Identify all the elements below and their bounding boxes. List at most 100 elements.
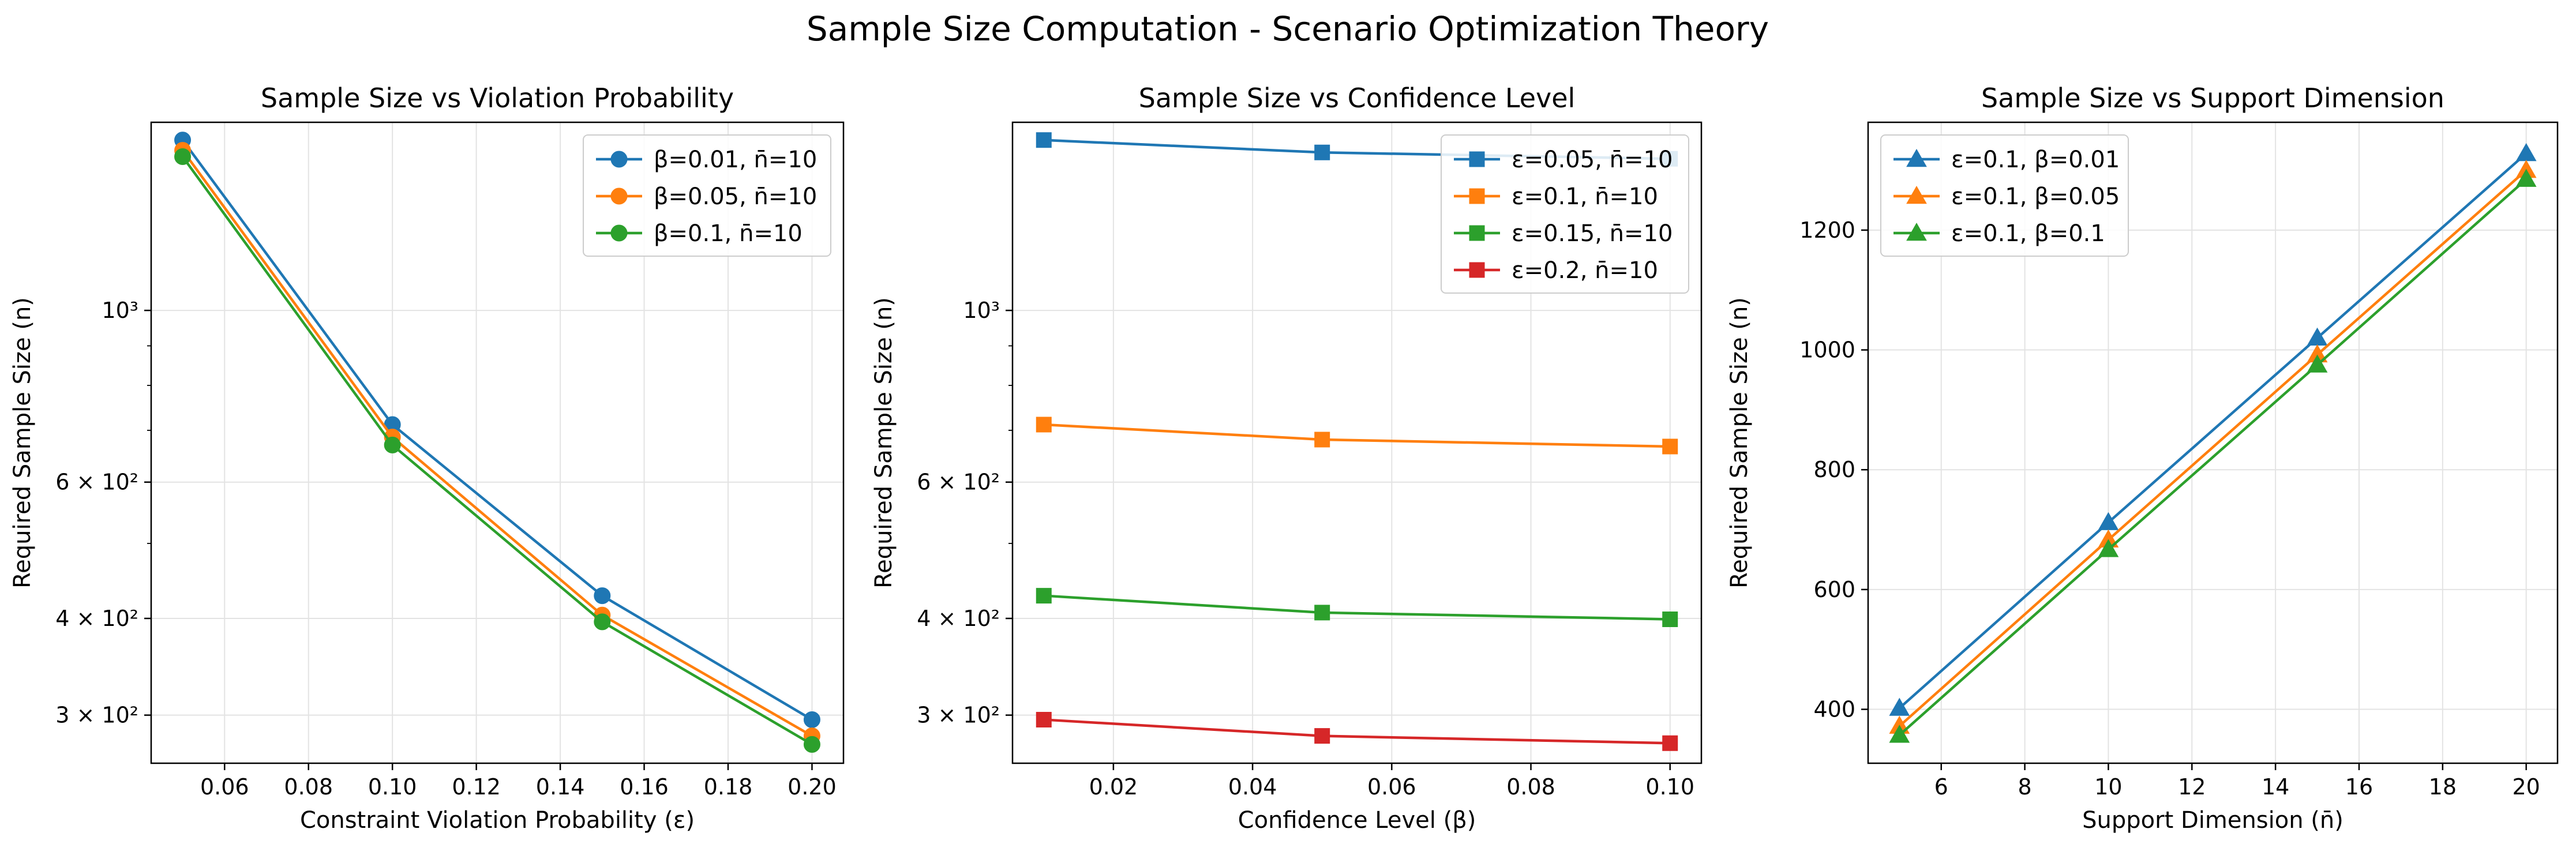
- y-axis-label: Required Sample Size (n): [871, 297, 897, 588]
- legend-swatch-marker: [1906, 148, 1927, 167]
- y-tick-label: 600: [1813, 577, 1855, 602]
- chart-title: Sample Size vs Confidence Level: [1139, 82, 1576, 114]
- data-point: [1314, 728, 1330, 744]
- legend-label: ε=0.15, n̄=10: [1512, 220, 1673, 247]
- series-line: [1044, 718, 1670, 745]
- x-tick-label: 18: [2429, 774, 2457, 800]
- series-line: [181, 156, 813, 746]
- y-tick-label: 6 × 10²: [55, 470, 138, 495]
- x-axis-label: Support Dimension (n̄): [2082, 807, 2343, 834]
- x-tick-label: 0.06: [1367, 774, 1416, 800]
- plot-frame: [1011, 121, 1703, 764]
- y-tick-label: 10³: [102, 298, 138, 323]
- y-tick-label: 400: [1813, 697, 1855, 722]
- legend-swatch-marker: [610, 224, 628, 242]
- data-point: [1889, 697, 1910, 716]
- y-axis-label: Required Sample Size (n): [9, 297, 36, 588]
- data-point: [1036, 588, 1052, 604]
- legend-label: ε=0.2, n̄=10: [1512, 257, 1658, 284]
- legend-box: [583, 134, 831, 257]
- data-point: [1036, 711, 1052, 727]
- y-tick-label: 1000: [1799, 337, 1855, 363]
- legend: ε=0.1, β=0.01 ε=0.1, β=0.05 ε=0.1, β=0.1: [1880, 134, 2129, 257]
- data-point: [2098, 539, 2119, 557]
- chart-panel-confidence-level: Sample Size vs Confidence Level 0.02 0.04 0…: [871, 82, 1703, 834]
- chart-panel-support-dimension: Sample Size vs Support Dimension 6 8 10 12 14…: [1726, 82, 2559, 834]
- x-tick-label: 0.16: [620, 774, 669, 800]
- x-tick-label: 0.14: [536, 774, 585, 800]
- y-tick-label: 1200: [1799, 217, 1855, 243]
- y-tick-label: 4 × 10²: [55, 606, 138, 631]
- legend-swatch-marker: [1469, 188, 1485, 204]
- x-tick-label: 0.10: [368, 774, 417, 800]
- plot-frame: [1867, 121, 2559, 764]
- x-tick-label: 0.10: [1645, 774, 1694, 800]
- data-point: [1889, 725, 1910, 743]
- x-tick-label: 10: [2094, 774, 2122, 800]
- y-tick-label: 6 × 10²: [917, 470, 1000, 495]
- y-axis-label: Required Sample Size (n): [1726, 297, 1753, 588]
- series-line: [1898, 178, 2528, 736]
- x-tick-label: 20: [2513, 774, 2540, 800]
- y-tick-label: 3 × 10²: [917, 703, 1000, 728]
- chart-title: Sample Size vs Support Dimension: [1981, 82, 2444, 114]
- data-point: [384, 436, 401, 453]
- series-line: [1044, 594, 1670, 621]
- x-tick-label: 0.08: [1506, 774, 1555, 800]
- data-point: [803, 736, 820, 753]
- legend-label: ε=0.1, n̄=10: [1512, 183, 1658, 210]
- series-line: [1044, 423, 1670, 448]
- data-point: [1662, 735, 1678, 751]
- legend-swatch-marker: [1469, 262, 1485, 278]
- series-line: [181, 149, 813, 737]
- x-tick-label: 6: [1934, 774, 1948, 800]
- x-tick-label: 0.20: [788, 774, 837, 800]
- data-point: [803, 711, 820, 728]
- series-line: [1898, 152, 2528, 710]
- data-point: [594, 613, 611, 631]
- y-tick-label: 10³: [963, 298, 1000, 323]
- legend-swatch-marker: [1906, 222, 1927, 241]
- legend: ε=0.05, n̄=10 ε=0.1, n̄=10 ε=0.15, n̄=10 ε=…: [1441, 134, 1689, 294]
- data-point: [1036, 132, 1052, 148]
- legend-label: β=0.05, n̄=10: [654, 183, 817, 210]
- data-point: [1662, 611, 1678, 627]
- x-tick-label: 16: [2345, 774, 2373, 800]
- legend-label: ε=0.05, n̄=10: [1512, 147, 1673, 173]
- data-point: [174, 148, 192, 166]
- x-axis-label: Constraint Violation Probability (ε): [300, 807, 695, 834]
- data-point: [1662, 438, 1678, 455]
- legend-swatch-marker: [1469, 151, 1485, 167]
- series-line: [1898, 169, 2528, 727]
- figure-title: Sample Size Computation - Scenario Optim…: [807, 9, 1769, 48]
- x-tick-label: 0.18: [704, 774, 753, 800]
- legend-swatch-marker: [1906, 185, 1927, 204]
- x-axis-label: Confidence Level (β): [1238, 807, 1476, 834]
- y-tick-label: 800: [1813, 457, 1855, 482]
- y-tick-label: 3 × 10²: [55, 703, 138, 728]
- x-tick-label: 0.06: [200, 774, 249, 800]
- data-point: [594, 587, 611, 605]
- legend-label: ε=0.1, β=0.01: [1951, 147, 2120, 173]
- legend-label: ε=0.1, β=0.1: [1951, 220, 2105, 247]
- plot-frame: [150, 121, 845, 764]
- legend-swatch-marker: [1469, 225, 1485, 241]
- data-point: [2307, 354, 2328, 373]
- x-tick-label: 0.12: [452, 774, 501, 800]
- legend: β=0.01, n̄=10 β=0.05, n̄=10 β=0.1, n̄=10: [583, 134, 831, 257]
- data-point: [2515, 168, 2537, 187]
- x-tick-label: 8: [2018, 774, 2031, 800]
- x-tick-label: 12: [2178, 774, 2206, 800]
- legend-label: β=0.01, n̄=10: [654, 147, 817, 173]
- legend-label: β=0.1, n̄=10: [654, 220, 803, 247]
- x-tick-label: 0.04: [1228, 774, 1277, 800]
- legend-swatch-marker: [610, 187, 628, 205]
- chart-panel-violation-probability: Sample Size vs Violation Probability 0.06…: [9, 82, 845, 834]
- x-tick-label: 0.08: [284, 774, 333, 800]
- legend-label: ε=0.1, β=0.05: [1951, 183, 2120, 210]
- chart-title: Sample Size vs Violation Probability: [261, 82, 734, 114]
- data-point: [1314, 605, 1330, 621]
- data-point: [1314, 144, 1330, 160]
- data-point: [1314, 432, 1330, 448]
